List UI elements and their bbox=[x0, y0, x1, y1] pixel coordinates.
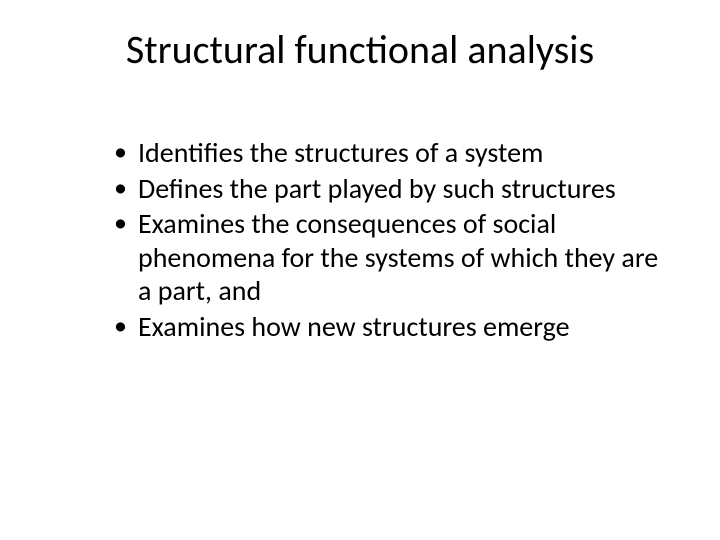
list-item: Examines how new structures emerge bbox=[114, 310, 660, 344]
list-item: Identifies the structures of a system bbox=[114, 136, 660, 170]
list-item: Defines the part played by such structur… bbox=[114, 172, 660, 206]
bullet-list: Identifies the structures of a system De… bbox=[60, 136, 660, 344]
list-item: Examines the consequences of social phen… bbox=[114, 207, 660, 308]
slide: Structural functional analysis Identifie… bbox=[0, 0, 720, 540]
slide-title: Structural functional analysis bbox=[60, 28, 660, 72]
